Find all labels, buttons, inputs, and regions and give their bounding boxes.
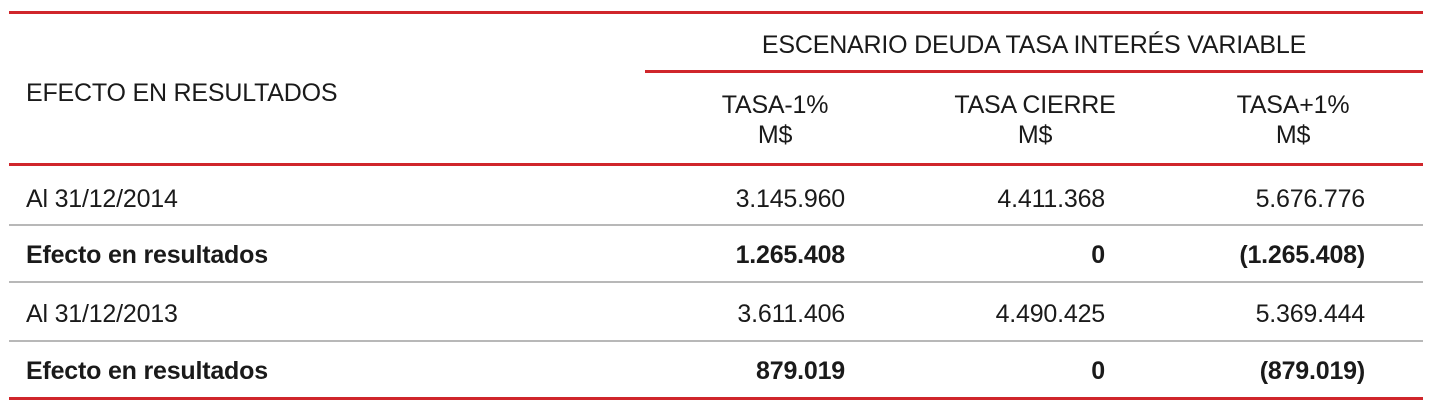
column-header-unit: M$ [757, 121, 793, 149]
cell-value: (1.265.408) [1239, 241, 1365, 269]
row-label: Al 31/12/2013 [26, 300, 178, 328]
column-header-name: TASA CIERRE [954, 91, 1116, 119]
cell-value: 879.019 [756, 357, 845, 385]
cell-value: 4.411.368 [997, 185, 1105, 213]
column-header-tasa-cierre: TASA CIERRE M$ [905, 90, 1165, 150]
cell-value: 5.676.776 [1255, 185, 1366, 213]
column-header-tasa-plus-1: TASA+1% M$ [1163, 90, 1423, 150]
cell-value: (879.019) [1259, 357, 1365, 385]
cell-value: 3.145.960 [735, 185, 846, 213]
row-header: EFECTO EN RESULTADOS [26, 79, 338, 107]
column-header-tasa-minus-1: TASA-1% M$ [645, 90, 905, 150]
column-header-unit: M$ [1017, 121, 1053, 149]
table-top-rule [9, 11, 1423, 14]
row-divider [9, 340, 1423, 342]
cell-value: 4.490.425 [995, 300, 1106, 328]
cell-value: 0 [1091, 241, 1105, 269]
row-divider [9, 281, 1423, 283]
column-header-unit: M$ [1275, 121, 1311, 149]
cell-value: 5.369.444 [1255, 300, 1366, 328]
row-label: Al 31/12/2014 [26, 185, 178, 213]
cell-value: 0 [1091, 357, 1105, 385]
header-bottom-rule [9, 163, 1423, 166]
table-bottom-rule [9, 397, 1423, 400]
cell-value: 3.611.406 [737, 300, 845, 328]
row-divider [9, 224, 1423, 226]
group-header: ESCENARIO DEUDA TASA INTERÉS VARIABLE [761, 31, 1307, 59]
column-header-name: TASA+1% [1236, 91, 1350, 119]
column-header-name: TASA-1% [721, 91, 829, 119]
cell-value: 1.265.408 [735, 241, 846, 269]
group-header-rule [645, 70, 1423, 73]
row-label: Efecto en resultados [26, 241, 268, 269]
row-label: Efecto en resultados [26, 357, 268, 385]
